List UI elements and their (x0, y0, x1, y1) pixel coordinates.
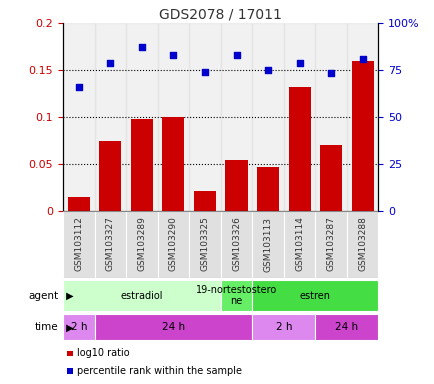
Point (358, 56, 365, 62)
Text: estradiol: estradiol (120, 291, 163, 301)
Bar (157, 211, 189, 278)
Point (107, 60, 114, 66)
Text: percentile rank within the sample: percentile rank within the sample (77, 366, 241, 376)
Text: ▶: ▶ (62, 322, 73, 333)
Point (233, 52, 240, 58)
Point (296, 60, 302, 66)
Bar (189, 211, 220, 278)
Text: log10 ratio: log10 ratio (77, 348, 129, 358)
Bar (351, 61, 373, 211)
Bar (63, 211, 95, 278)
Bar (95, 314, 252, 340)
Point (75, 84, 82, 90)
Bar (220, 23, 252, 211)
Point (264, 67, 271, 73)
Bar (315, 314, 378, 340)
Bar (157, 23, 189, 211)
Bar (126, 23, 157, 211)
Bar (315, 23, 346, 211)
Bar (225, 161, 247, 211)
Bar (315, 211, 346, 278)
Bar (126, 211, 157, 278)
Bar (194, 190, 216, 211)
Bar (63, 314, 95, 340)
Bar (95, 211, 126, 278)
Bar (131, 119, 153, 211)
Text: GSM103326: GSM103326 (231, 217, 240, 271)
Bar (288, 87, 310, 211)
Bar (283, 23, 315, 211)
Point (170, 52, 177, 58)
Text: 19-nortestostero
ne: 19-nortestostero ne (195, 285, 276, 306)
Title: GDS2078 / 17011: GDS2078 / 17011 (159, 8, 282, 22)
Bar (95, 23, 126, 211)
Text: 24 h: 24 h (161, 322, 184, 333)
Bar (319, 145, 342, 211)
Bar (252, 23, 283, 211)
Text: GSM103287: GSM103287 (326, 217, 335, 271)
Bar (252, 280, 378, 311)
Text: agent: agent (29, 291, 59, 301)
Text: GSM103325: GSM103325 (200, 217, 209, 271)
Bar (220, 211, 252, 278)
Point (201, 69, 208, 75)
Bar (162, 117, 184, 211)
Bar (63, 280, 220, 311)
Text: time: time (35, 322, 59, 333)
Point (138, 43, 145, 50)
Text: GSM103289: GSM103289 (137, 217, 146, 271)
Bar (283, 211, 315, 278)
Bar (63, 23, 95, 211)
Bar (346, 211, 378, 278)
Text: GSM103114: GSM103114 (294, 217, 303, 271)
Text: GSM103327: GSM103327 (105, 217, 115, 271)
Bar (256, 167, 279, 211)
Bar (220, 280, 252, 311)
Text: ▶: ▶ (62, 291, 73, 301)
Bar (189, 23, 220, 211)
Text: 24 h: 24 h (335, 322, 358, 333)
Text: GSM103113: GSM103113 (263, 217, 272, 271)
Text: 2 h: 2 h (70, 322, 87, 333)
Bar (68, 197, 90, 211)
Bar (346, 23, 378, 211)
Text: GSM103112: GSM103112 (74, 217, 83, 271)
Text: GSM103290: GSM103290 (168, 217, 178, 271)
Text: estren: estren (299, 291, 330, 301)
Bar (252, 314, 315, 340)
Bar (252, 211, 283, 278)
Text: GSM103288: GSM103288 (357, 217, 366, 271)
Text: 2 h: 2 h (275, 322, 291, 333)
Point (327, 70, 334, 76)
Bar (99, 141, 121, 211)
